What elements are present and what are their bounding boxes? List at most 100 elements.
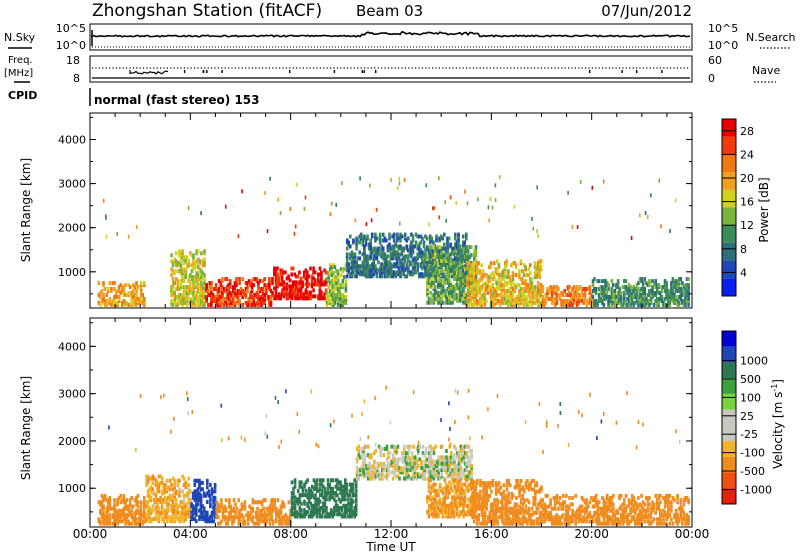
scatter-cell [330, 293, 334, 297]
scatter-cell [439, 234, 443, 239]
scatter-cell [130, 297, 133, 301]
scatter-cell [473, 257, 476, 261]
scatter-cell [612, 295, 615, 299]
scatter-cell [457, 261, 461, 265]
scatter-cell [358, 234, 361, 239]
scatter-cell [464, 474, 467, 479]
scatter-cell [460, 457, 464, 462]
scatter-cell [239, 291, 243, 295]
scatter-cell [454, 478, 457, 483]
scatter-cell [344, 510, 347, 515]
scatter-cell [347, 493, 350, 498]
scatter-cell [479, 479, 482, 483]
sparse-echo [576, 225, 579, 230]
scatter-cell [304, 268, 308, 273]
scatter-cell [475, 293, 479, 297]
scatter-cell [187, 512, 191, 517]
scatter-cell [459, 501, 462, 506]
scatter-cell [261, 287, 265, 291]
scatter-cell [443, 242, 446, 247]
scatter-cell [153, 517, 156, 522]
scatter-cell [443, 499, 446, 504]
scatter-cell [391, 457, 395, 462]
scatter-cell [351, 510, 355, 515]
scatter-cell [435, 234, 438, 239]
scatter-cell [685, 283, 689, 288]
scatter-cell [443, 278, 446, 283]
scatter-cell [438, 296, 442, 301]
scatter-cell [514, 300, 518, 305]
scatter-cell [480, 498, 484, 503]
colorbar-frame [721, 118, 737, 297]
scatter-cell [391, 470, 395, 475]
scatter-cell [113, 498, 116, 503]
scatter-cell [659, 297, 662, 301]
scatter-cell [210, 514, 214, 519]
scatter-cell [341, 269, 345, 274]
scatter-cell [136, 500, 140, 505]
scatter-cell [287, 296, 290, 301]
scatter-cell [684, 291, 687, 295]
scatter-cell [465, 478, 468, 483]
scatter-cell [497, 263, 501, 268]
scatter-cell [178, 253, 181, 258]
scatter-cell [426, 300, 429, 305]
scatter-cell [496, 293, 499, 297]
scatter-cell [428, 474, 431, 479]
scatter-cell [416, 262, 419, 267]
scatter-cell [459, 276, 462, 281]
scatter-cell [397, 270, 401, 275]
scatter-cell [623, 285, 626, 290]
scatter-cell [550, 300, 554, 305]
scatter-cell [99, 500, 102, 505]
scatter-cell [318, 288, 322, 293]
scatter-cell [260, 513, 264, 518]
scatter-cell [655, 283, 659, 288]
scatter-cell [178, 517, 181, 522]
scatter-cell [554, 302, 557, 307]
scatter-cell [246, 517, 250, 522]
scatter-cell [420, 459, 423, 464]
scatter-cell [135, 496, 138, 500]
scatter-cell [465, 249, 468, 254]
scatter-cell [479, 493, 482, 498]
scatter-cell [366, 444, 370, 449]
scatter-cell [171, 502, 175, 507]
scatter-cell [640, 297, 643, 301]
scatter-cell [277, 280, 281, 285]
scatter-cell [463, 482, 467, 487]
scatter-cell [363, 256, 366, 261]
scatter-cell [256, 500, 259, 505]
scatter-cell [309, 493, 313, 498]
scatter-cell [190, 510, 193, 515]
scatter-cell [563, 299, 566, 303]
scatter-cell [391, 476, 395, 481]
scatter-cell [179, 504, 183, 509]
scatter-cell [435, 488, 439, 493]
scatter-cell [345, 274, 349, 279]
scatter-cell [160, 491, 164, 496]
scatter-cell [396, 463, 400, 468]
scatter-cell [143, 281, 146, 286]
scatter-cell [175, 287, 178, 291]
scatter-cell [175, 502, 178, 507]
scatter-cell [148, 508, 151, 513]
scatter-cell [113, 510, 116, 515]
scatter-cell [430, 506, 434, 510]
scatter-cell [156, 497, 159, 502]
scatter-cell [111, 521, 115, 526]
scatter-cell [613, 289, 617, 293]
scatter-cell [648, 302, 651, 307]
scatter-cell [546, 297, 549, 301]
scatter-cell [138, 297, 141, 301]
scatter-cell [413, 470, 417, 475]
scatter-cell [360, 232, 363, 237]
scatter-cell [480, 300, 483, 305]
scatter-cell [381, 468, 384, 473]
scatter-cell [287, 292, 290, 297]
scatter-cell [440, 298, 443, 303]
scatter-cell [304, 510, 308, 515]
scatter-cell [344, 486, 347, 491]
colorbar-segment [722, 172, 736, 190]
scatter-cell [291, 288, 295, 293]
